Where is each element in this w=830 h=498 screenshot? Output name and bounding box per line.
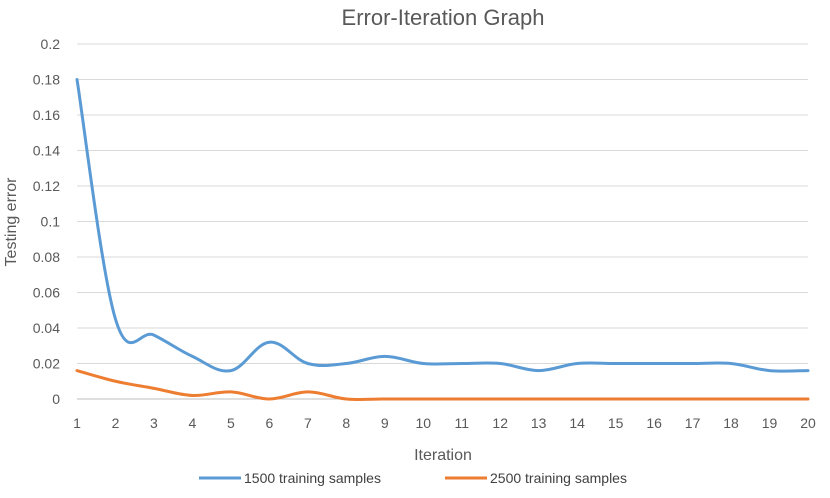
x-tick-label: 1 <box>73 415 81 431</box>
chart-title: Error-Iteration Graph <box>342 5 545 30</box>
x-tick-label: 5 <box>227 415 235 431</box>
y-tick-label: 0.08 <box>33 249 60 265</box>
y-axis-ticks: 0 0.02 0.04 0.06 0.08 0.1 0.12 0.14 0.16 0.18 0.2 <box>33 36 60 407</box>
gridlines <box>77 43 808 364</box>
x-tick-label: 2 <box>112 415 120 431</box>
x-tick-label: 17 <box>685 415 701 431</box>
y-tick-label: 0.2 <box>41 36 61 52</box>
x-axis-title: Iteration <box>414 447 472 464</box>
y-tick-label: 0.18 <box>33 72 60 88</box>
x-tick-label: 20 <box>800 415 816 431</box>
y-tick-label: 0.02 <box>33 356 60 372</box>
series-lines <box>75 78 810 402</box>
x-tick-label: 6 <box>265 415 273 431</box>
legend-item-2: 2500 training samples <box>445 470 627 486</box>
y-tick-label: 0.14 <box>33 143 60 159</box>
x-tick-label: 7 <box>304 415 312 431</box>
x-tick-label: 13 <box>531 415 547 431</box>
x-tick-label: 10 <box>415 415 431 431</box>
x-tick-label: 3 <box>150 415 158 431</box>
y-tick-label: 0.04 <box>33 320 60 336</box>
x-axis-ticks: 1 2 3 4 5 6 7 8 9 10 11 12 13 14 15 16 17 18 19 20 <box>73 415 816 431</box>
x-tick-label: 14 <box>569 415 585 431</box>
y-tick-label: 0.06 <box>33 285 60 301</box>
series-line-2 <box>75 369 810 402</box>
y-tick-label: 0.1 <box>41 214 61 230</box>
x-tick-label: 15 <box>608 415 624 431</box>
x-tick-label: 9 <box>381 415 389 431</box>
x-tick-label: 19 <box>762 415 778 431</box>
x-tick-label: 8 <box>342 415 350 431</box>
legend-label: 1500 training samples <box>244 470 381 486</box>
x-tick-label: 4 <box>189 415 197 431</box>
legend-item-1: 1500 training samples <box>199 470 381 486</box>
x-tick-label: 16 <box>646 415 662 431</box>
series-line-1 <box>75 78 810 373</box>
x-tick-label: 11 <box>454 415 469 431</box>
y-tick-label: 0.16 <box>33 107 60 123</box>
legend-label: 2500 training samples <box>490 470 627 486</box>
legend: 1500 training samples 2500 training sampl… <box>199 470 627 486</box>
x-tick-label: 18 <box>723 415 739 431</box>
y-tick-label: 0.12 <box>33 178 60 194</box>
y-axis-title: Testing error <box>3 177 20 267</box>
y-tick-label: 0 <box>52 391 60 407</box>
x-tick-label: 12 <box>492 415 508 431</box>
